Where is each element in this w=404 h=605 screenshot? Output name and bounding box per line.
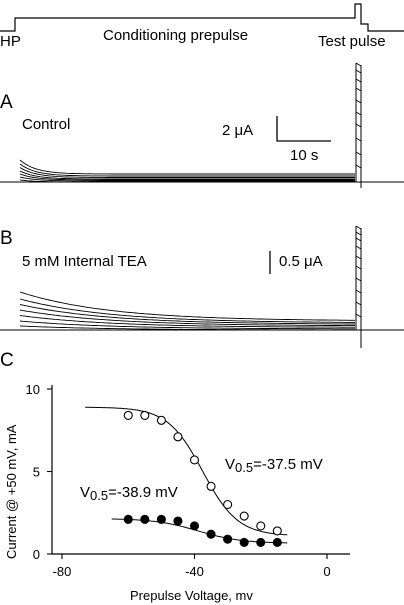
panel-a: A Control 2 μA 10 s xyxy=(0,62,404,188)
open-series-annotation: V0.5=-37.5 mV xyxy=(225,456,323,475)
x-tick-label: -80 xyxy=(53,564,72,579)
data-points xyxy=(123,410,282,548)
panel-b-test-current xyxy=(355,301,362,306)
scale-bar-b: 0.5 μA xyxy=(269,251,323,274)
filled-data-point xyxy=(239,537,249,548)
panel-a-test-current xyxy=(355,111,362,116)
fit-curve-0 xyxy=(85,406,288,536)
panel-a-test-current xyxy=(355,78,362,83)
panel-b: B 5 mM Internal TEA 0.5 μA xyxy=(0,225,404,348)
panel-b-test-current xyxy=(355,231,362,236)
panel-b-trace xyxy=(19,309,355,327)
filled-data-point xyxy=(173,516,183,526)
filled-data-point xyxy=(206,529,216,539)
scale-bar-a-lines xyxy=(276,116,331,142)
x-tick-label: -40 xyxy=(185,564,204,579)
current-traces-a xyxy=(0,62,404,188)
scale-bar-a-time: 10 s xyxy=(290,147,318,164)
open-data-point xyxy=(173,432,183,442)
open-data-point xyxy=(256,521,266,531)
filled-data-point xyxy=(256,537,266,548)
panel-b-test-current xyxy=(355,289,362,294)
panel-b-trace xyxy=(19,298,355,323)
panel-a-trace xyxy=(19,176,355,182)
panel-b-letter: B xyxy=(0,228,13,249)
panel-c-letter: C xyxy=(0,350,14,371)
fit-curves xyxy=(85,406,288,544)
panel-b-trace xyxy=(19,291,355,321)
current-traces-b xyxy=(0,225,404,348)
filled-data-point xyxy=(140,514,150,524)
axis-ticks: -80 -40 0 0 5 10 xyxy=(26,382,331,579)
panel-a-test-current xyxy=(355,123,362,128)
filled-series-annotation: V0.5=-38.9 mV xyxy=(80,484,178,503)
panel-b-trace xyxy=(19,304,355,325)
panel-b-test-current xyxy=(355,245,362,250)
panel-a-trace xyxy=(19,173,355,181)
panel-a-test-current xyxy=(355,137,362,142)
x-axis-title: Prepulse Voltage, mv xyxy=(130,588,253,603)
protocol-trace xyxy=(0,3,404,32)
test-pulse-label: Test pulse xyxy=(318,33,386,50)
open-data-point xyxy=(272,526,282,536)
panel-b-test-current xyxy=(355,313,362,318)
y-axis-title: Current @ +50 mV, mA xyxy=(4,424,19,559)
open-data-point xyxy=(206,481,216,491)
open-data-point xyxy=(140,410,150,420)
filled-data-point xyxy=(156,514,166,524)
panel-a-test-current xyxy=(355,62,362,67)
y-tick-label: 5 xyxy=(33,465,40,480)
panel-b-trace xyxy=(19,320,355,330)
panel-b-label: 5 mM Internal TEA xyxy=(22,253,147,270)
panel-a-test-current xyxy=(355,69,362,74)
scale-bar-b-current: 0.5 μA xyxy=(279,253,323,270)
open-data-point xyxy=(156,415,166,425)
protocol-diagram: HP Conditioning prepulse Test pulse xyxy=(0,3,404,50)
panel-a-trace xyxy=(19,167,355,178)
panel-a-test-current xyxy=(355,151,362,156)
panel-c: C -80 -40 0 0 5 10 V0.5=-37.5 mV V0.5=-38.9 m… xyxy=(0,350,350,603)
panel-b-test-current xyxy=(355,225,362,230)
panel-b-test-current xyxy=(355,277,362,282)
open-data-point xyxy=(223,499,233,510)
filled-data-point xyxy=(123,514,133,524)
panel-b-test-current xyxy=(355,255,362,260)
holding-potential-label: HP xyxy=(0,33,21,50)
panel-a-label: Control xyxy=(22,116,70,133)
panel-a-letter: A xyxy=(0,92,13,113)
panel-b-trace xyxy=(19,315,355,328)
panel-a-test-current xyxy=(355,164,362,169)
filled-data-point xyxy=(189,521,200,531)
panel-a-test-current xyxy=(355,87,362,92)
open-data-point xyxy=(123,410,133,420)
open-data-point xyxy=(239,511,249,521)
panel-b-test-current xyxy=(355,265,362,270)
filled-data-point xyxy=(223,534,233,544)
y-tick-label: 0 xyxy=(33,547,40,562)
scale-bar-a-current: 2 μA xyxy=(222,122,253,139)
panel-a-trace xyxy=(19,159,355,175)
panel-a-trace xyxy=(19,170,355,180)
open-data-point xyxy=(189,455,200,465)
filled-data-point xyxy=(272,537,282,548)
y-tick-label: 10 xyxy=(26,382,40,397)
scale-bar-a: 2 μA 10 s xyxy=(222,116,331,164)
x-tick-label: 0 xyxy=(323,564,330,579)
panel-b-test-current xyxy=(355,237,362,242)
prepulse-label: Conditioning prepulse xyxy=(103,27,248,44)
panel-a-trace xyxy=(19,163,355,177)
panel-a-test-current xyxy=(355,99,362,104)
